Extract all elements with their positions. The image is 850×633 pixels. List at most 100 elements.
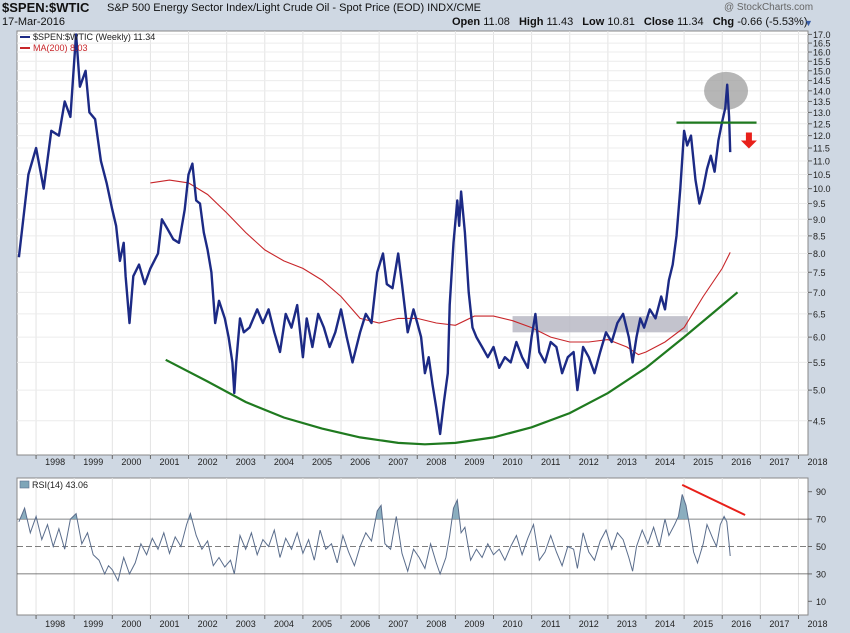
y-tick-label: 12.5 — [813, 119, 831, 129]
x-tick-label: 2001 — [159, 457, 179, 467]
y-tick-label: 10.0 — [813, 184, 831, 194]
x-tick-label: 2002 — [198, 619, 218, 629]
y-tick-label: 8.5 — [813, 231, 826, 241]
y-tick-label: 9.0 — [813, 215, 826, 225]
x-tick-label: 2016 — [731, 457, 751, 467]
rsi-y-tick-label: 90 — [816, 487, 826, 497]
x-tick-label: 2014 — [655, 457, 675, 467]
x-tick-label: 2010 — [503, 457, 523, 467]
y-tick-label: 6.0 — [813, 333, 826, 343]
x-tick-label: 2006 — [350, 619, 370, 629]
chart-date: 17-Mar-2016 — [2, 16, 65, 28]
rsi-panel: 10 30 50 70 90 RSI(14) 43.06 — [16, 477, 826, 616]
x-tick-label: 2011 — [541, 619, 560, 629]
x-tick-label: 1999 — [83, 619, 103, 629]
triangle-down-icon[interactable]: ▼ — [804, 18, 813, 28]
x-tick-label: 2009 — [464, 457, 484, 467]
x-tick-label: 2013 — [617, 619, 637, 629]
x-tick-label: 2005 — [312, 619, 332, 629]
chg-value: -0.66 (-5.53%) — [737, 16, 808, 28]
close-label: Close — [643, 16, 674, 28]
low-label: Low — [582, 16, 605, 28]
close-value: 11.34 — [676, 16, 704, 28]
symbol-description: S&P 500 Energy Sector Index/Light Crude … — [107, 2, 481, 14]
x-tick-label: 2000 — [121, 457, 141, 467]
quote-bar: Open 11.08 High 11.43 Low 10.81 Close 11… — [452, 16, 808, 28]
x-tick-label: 2009 — [464, 619, 484, 629]
watermark: @ StockCharts.com — [724, 2, 814, 13]
ma200-line — [150, 179, 731, 356]
x-tick-label: 2013 — [617, 457, 637, 467]
y-tick-label: 13.5 — [813, 97, 831, 107]
y-tick-label: 7.5 — [813, 268, 826, 278]
rsi-y-tick-label: 10 — [816, 597, 826, 607]
x-tick-label: 2007 — [388, 619, 408, 629]
x-tick-label: 2010 — [503, 619, 523, 629]
open-value: 11.08 — [483, 16, 510, 28]
y-tick-label: 5.0 — [813, 386, 826, 396]
high-label: High — [518, 16, 544, 28]
y-tick-label: 17.0 — [813, 30, 831, 40]
x-tick-label: 2003 — [236, 619, 256, 629]
high-value: 11.43 — [546, 16, 574, 28]
rsi-legend-swatch — [19, 480, 30, 489]
y-tick-label: 15.0 — [813, 66, 831, 76]
x-tick-label: 2015 — [693, 619, 713, 629]
x-tick-label: 2008 — [426, 457, 446, 467]
y-tick-label: 12.0 — [813, 131, 831, 141]
rsi-legend-entry: RSI(14) 43.06 — [32, 480, 88, 490]
legend-entry: $SPEN:$WTIC (Weekly) 11.34 — [33, 32, 155, 42]
x-tick-label: 2012 — [579, 457, 599, 467]
x-tick-label: 1999 — [83, 457, 103, 467]
y-tick-label: 6.5 — [813, 309, 826, 319]
x-tick-label: 2016 — [731, 619, 751, 629]
y-tick-label: 13.0 — [813, 108, 831, 118]
y-tick-label: 14.5 — [813, 76, 831, 86]
consolidation-zone — [512, 316, 688, 333]
y-tick-label: 7.0 — [813, 288, 826, 298]
y-tick-label: 10.5 — [813, 170, 831, 180]
rsi-y-tick-label: 50 — [816, 542, 826, 552]
price-line — [17, 33, 732, 436]
x-tick-label: 2014 — [655, 619, 675, 629]
x-tick-label: 2008 — [426, 619, 446, 629]
x-tick-label: 2017 — [769, 457, 789, 467]
x-tick-label: 2015 — [693, 457, 713, 467]
y-tick-label: 11.5 — [813, 144, 830, 154]
price-panel-bg — [16, 30, 809, 456]
y-tick-label: 5.5 — [813, 358, 826, 368]
y-tick-label: 14.0 — [813, 86, 831, 96]
chg-label: Chg — [712, 16, 735, 28]
y-tick-label: 16.0 — [813, 48, 831, 58]
x-tick-label: 2002 — [198, 457, 218, 467]
green-base-arc — [165, 291, 739, 446]
x-tick-label: 2004 — [274, 619, 294, 629]
x-axis-price: 1998 1999 2000 2001 2002 2003 2004 2005 2006 2007… — [35, 455, 828, 467]
x-tick-label: 2001 — [159, 619, 179, 629]
y-tick-label: 16.5 — [813, 39, 831, 49]
x-tick-label: 1998 — [45, 619, 65, 629]
x-tick-label: 2017 — [769, 619, 789, 629]
symbol-title: $SPEN:$WTIC — [2, 0, 90, 15]
down-arrow — [740, 132, 757, 149]
rsi-divergence-line — [681, 483, 746, 516]
low-value: 10.81 — [607, 16, 635, 28]
x-tick-label: 2018 — [808, 619, 828, 629]
x-tick-label: 2018 — [808, 457, 828, 467]
y-tick-label: 15.5 — [813, 57, 831, 67]
x-tick-label: 2000 — [121, 619, 141, 629]
legend-entry: MA(200) 8.03 — [33, 43, 88, 53]
rsi-y-tick-label: 70 — [816, 515, 826, 525]
x-tick-label: 2003 — [236, 457, 256, 467]
rsi-legend: RSI(14) 43.06 — [19, 480, 88, 490]
y-tick-label: 4.5 — [813, 416, 826, 426]
x-tick-label: 1998 — [45, 457, 65, 467]
rsi-y-tick-label: 30 — [816, 569, 826, 579]
x-tick-label: 2006 — [350, 457, 370, 467]
x-tick-label: 2004 — [274, 457, 294, 467]
x-tick-label: 2005 — [312, 457, 332, 467]
x-axis-rsi: 1998 1999 2000 2001 2002 2003 2004 2005 2006 2007… — [35, 615, 828, 629]
x-tick-label: 2007 — [388, 457, 408, 467]
